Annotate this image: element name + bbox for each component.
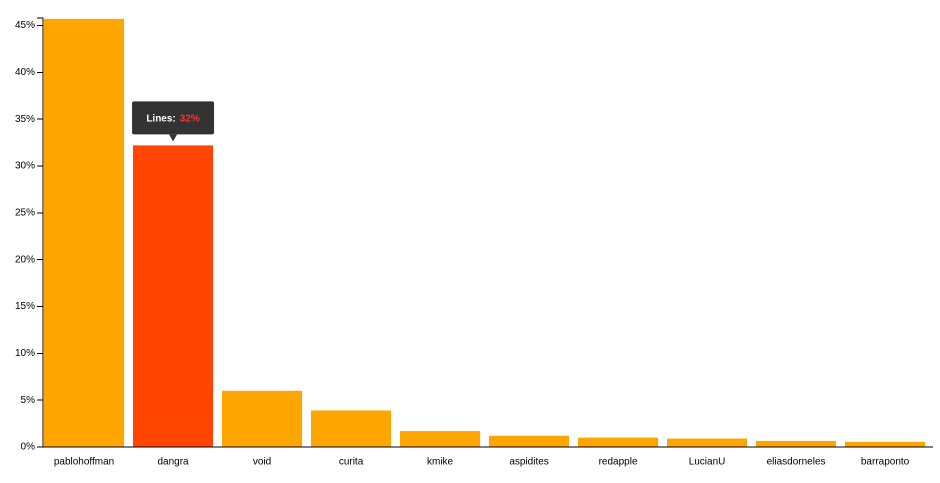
x-tick-label: void <box>253 457 271 468</box>
tooltip-text: Lines: 32% <box>146 113 200 124</box>
y-axis <box>37 17 44 448</box>
bar[interactable] <box>222 390 303 447</box>
tooltip-value: 32% <box>180 113 200 124</box>
y-tick-label: 0% <box>21 442 36 453</box>
y-tick-label: 30% <box>15 161 35 172</box>
y-tick-label: 35% <box>15 114 35 125</box>
y-tick-label: 5% <box>21 395 36 406</box>
x-tick-label: barraponto <box>861 457 910 468</box>
x-tick-label: redapple <box>599 457 638 468</box>
x-tick-label: curita <box>339 457 364 468</box>
y-tick-label: 10% <box>15 348 35 359</box>
bar[interactable] <box>667 438 748 447</box>
x-tick-label: LucianU <box>689 457 726 468</box>
x-tick-label: pablohoffman <box>54 457 114 468</box>
bar[interactable] <box>311 410 392 447</box>
y-tick-label: 15% <box>15 301 35 312</box>
bar[interactable] <box>133 145 214 447</box>
bar[interactable] <box>400 431 481 447</box>
y-tick-label: 45% <box>15 20 35 31</box>
y-tick-label: 20% <box>15 254 35 265</box>
bar[interactable] <box>578 437 659 447</box>
bar[interactable] <box>489 435 570 447</box>
y-tick-label: 40% <box>15 67 35 78</box>
x-tick-label: dangra <box>157 457 189 468</box>
x-tick-label: eliasdorneles <box>767 457 826 468</box>
bar[interactable] <box>756 440 837 447</box>
tooltip-label: Lines: <box>146 113 175 124</box>
bar[interactable] <box>44 18 125 448</box>
tooltip: Lines: 32% <box>132 101 215 142</box>
bar[interactable] <box>845 441 926 447</box>
y-tick-label: 25% <box>15 207 35 218</box>
x-tick-label: kmike <box>427 457 454 468</box>
x-tick-label: aspidites <box>509 457 548 468</box>
tooltip-arrow <box>169 134 178 142</box>
tooltip-box <box>132 101 215 135</box>
